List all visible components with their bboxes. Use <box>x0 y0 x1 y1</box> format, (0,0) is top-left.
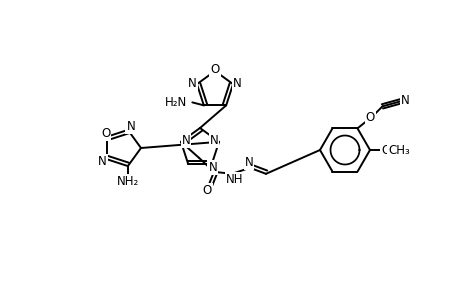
Text: O: O <box>365 111 374 124</box>
Text: N: N <box>400 94 409 107</box>
Text: N: N <box>181 134 190 147</box>
Text: O: O <box>210 63 219 76</box>
Text: NH₂: NH₂ <box>117 175 139 188</box>
Text: N: N <box>126 120 135 134</box>
Text: N: N <box>209 134 218 147</box>
Text: N: N <box>208 161 217 174</box>
Text: CH₃: CH₃ <box>387 143 409 157</box>
Text: O: O <box>101 127 110 140</box>
Text: N: N <box>188 76 196 90</box>
Text: O: O <box>381 143 390 157</box>
Text: N: N <box>233 76 241 90</box>
Text: NH: NH <box>226 173 243 186</box>
Text: H₂N: H₂N <box>164 96 186 109</box>
Text: N: N <box>98 155 106 168</box>
Text: N: N <box>244 156 253 169</box>
Text: O: O <box>202 184 211 197</box>
